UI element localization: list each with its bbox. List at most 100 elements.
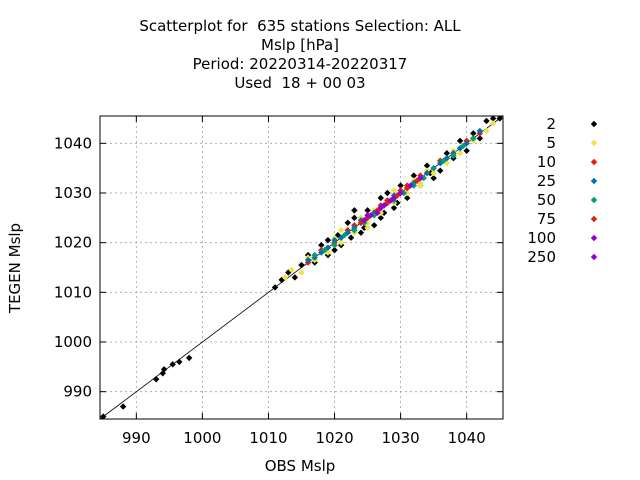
legend-label: 5 <box>546 134 556 152</box>
data-points <box>100 115 503 420</box>
grid <box>100 116 503 419</box>
data-point <box>417 174 424 182</box>
data-point <box>397 182 404 189</box>
data-point <box>463 140 470 147</box>
data-point <box>331 241 338 249</box>
y-tick-label: 1030 <box>54 184 92 202</box>
data-point <box>374 209 381 217</box>
data-point <box>347 234 355 241</box>
x-tick-label: 1010 <box>249 429 287 447</box>
data-point <box>341 232 348 239</box>
data-point <box>489 115 497 122</box>
data-point <box>271 284 279 291</box>
data-point <box>456 137 464 145</box>
data-point <box>351 207 358 214</box>
data-point <box>390 194 398 202</box>
legend-label: 100 <box>527 229 556 247</box>
data-point <box>470 135 477 142</box>
legend-label: 250 <box>527 248 556 266</box>
data-point <box>351 214 358 222</box>
data-point <box>400 189 408 197</box>
data-point <box>483 127 490 135</box>
legend-marker <box>590 253 598 261</box>
y-tick-label: 990 <box>63 383 92 401</box>
data-point <box>463 147 470 154</box>
data-point <box>377 204 384 212</box>
data-point <box>152 376 160 383</box>
data-point <box>423 162 431 169</box>
data-point <box>361 217 368 224</box>
x-tick-label: 1000 <box>183 429 221 447</box>
x-tick-label: 1020 <box>315 429 353 447</box>
legend-marker <box>590 139 598 147</box>
series-50 <box>311 135 477 259</box>
data-point <box>364 224 371 231</box>
data-point <box>318 249 325 256</box>
data-point <box>119 403 127 410</box>
data-point <box>397 189 404 197</box>
title-line-4: Used 18 + 00 03 <box>234 74 366 92</box>
data-point <box>423 169 431 177</box>
data-point <box>440 157 447 164</box>
data-point <box>377 209 384 217</box>
data-point <box>370 222 378 229</box>
legend-label: 75 <box>537 210 556 228</box>
y-tick-label: 1000 <box>54 333 92 351</box>
data-point <box>390 187 398 194</box>
data-point <box>377 214 384 222</box>
legend-label: 2 <box>546 115 556 133</box>
legend-label: 25 <box>537 172 556 190</box>
data-point <box>410 172 418 179</box>
data-point <box>160 366 168 373</box>
legend-marker <box>590 158 598 166</box>
title-line-1: Scatterplot for 635 stations Selection: … <box>139 17 461 35</box>
legend-marker <box>590 215 598 223</box>
data-point <box>324 236 332 244</box>
data-point <box>496 115 503 122</box>
chart-title: Scatterplot for 635 stations Selection: … <box>0 17 600 93</box>
data-point <box>337 227 345 234</box>
data-point <box>364 207 371 214</box>
data-point <box>344 219 351 226</box>
data-point <box>298 261 305 269</box>
data-point <box>407 182 414 189</box>
axis-ticks: 990 1000 1010 1020 1030 1040 990 1000 1010 1020 10… <box>54 116 503 447</box>
data-point <box>470 130 477 137</box>
legend-label: 50 <box>537 191 556 209</box>
data-point <box>404 189 411 197</box>
data-point <box>456 150 464 157</box>
data-point <box>384 189 391 197</box>
data-point <box>483 117 490 125</box>
data-point <box>460 142 467 150</box>
data-point <box>185 354 193 362</box>
data-point <box>311 251 318 259</box>
data-point <box>367 212 375 219</box>
y-tick-label: 1010 <box>54 283 92 301</box>
data-point <box>377 194 384 202</box>
plot-frame <box>99 115 504 420</box>
title-line-3: Period: 20220314-20220317 <box>192 55 408 73</box>
data-point <box>380 209 388 217</box>
legend-marker <box>590 177 598 185</box>
data-point <box>298 269 305 276</box>
legend-label: 10 <box>537 153 556 171</box>
y-tick-label: 1040 <box>54 134 92 152</box>
data-point <box>321 246 328 254</box>
data-point <box>489 120 497 127</box>
data-point <box>331 236 338 244</box>
data-point <box>390 204 398 212</box>
data-point <box>476 127 484 135</box>
x-tick-label: 990 <box>122 429 151 447</box>
data-point <box>324 249 332 256</box>
data-point <box>404 194 411 202</box>
data-point <box>176 358 183 366</box>
data-point <box>357 229 365 236</box>
data-point <box>291 274 299 281</box>
data-point <box>443 150 451 157</box>
legend-marker <box>590 120 598 128</box>
data-point <box>331 246 338 254</box>
legend-marker <box>590 196 598 204</box>
data-point <box>417 182 424 189</box>
